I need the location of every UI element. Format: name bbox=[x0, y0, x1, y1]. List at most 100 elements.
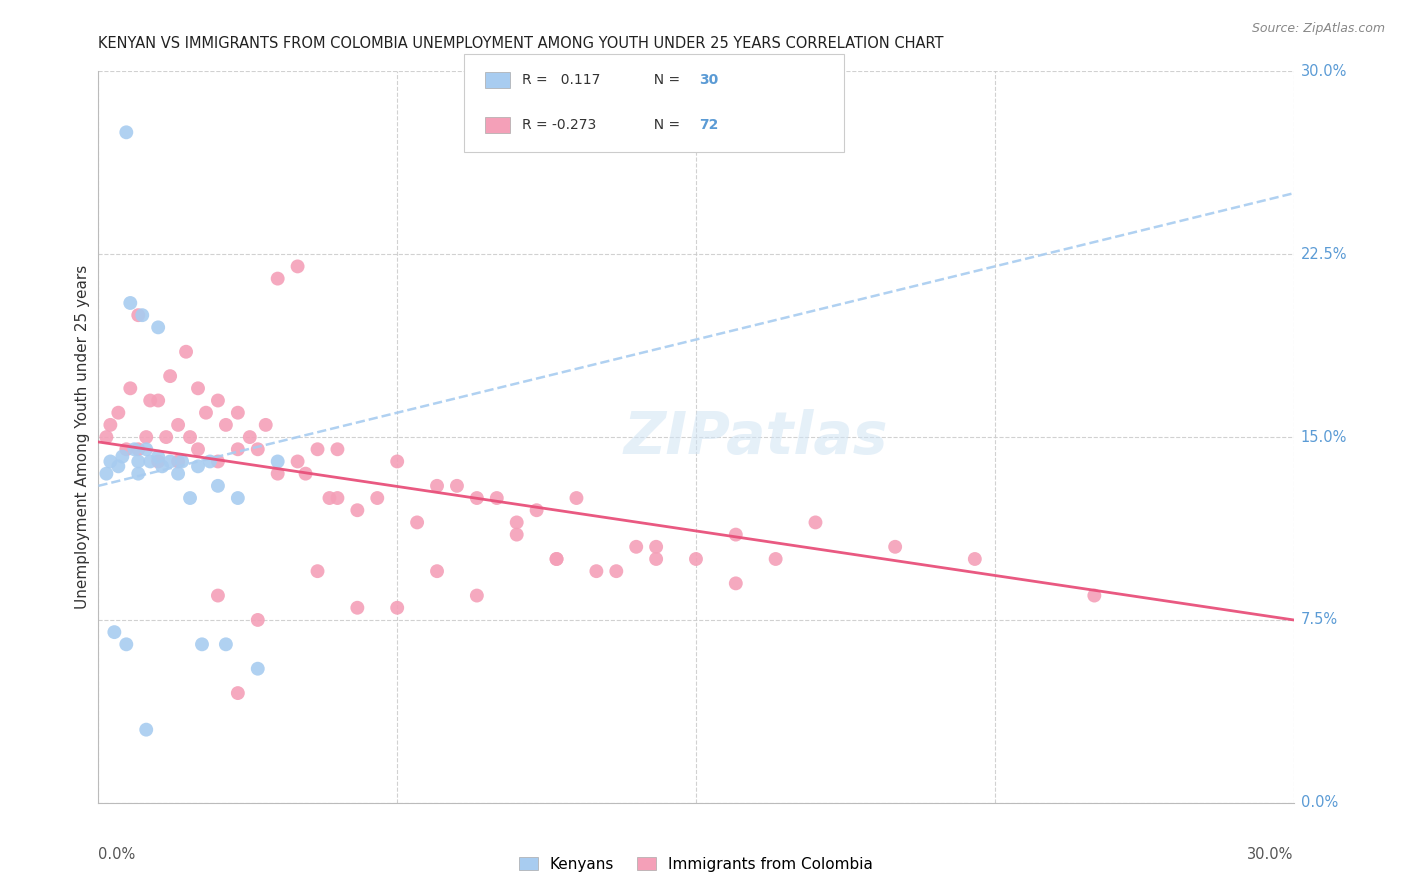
Point bbox=[465, 491, 488, 505]
Point bbox=[294, 467, 316, 481]
Point bbox=[246, 662, 269, 676]
Point bbox=[1083, 589, 1105, 603]
Point bbox=[159, 454, 181, 468]
Point bbox=[215, 637, 238, 651]
Point bbox=[174, 344, 197, 359]
Point bbox=[506, 516, 529, 530]
Point bbox=[804, 516, 827, 530]
Text: Source: ZipAtlas.com: Source: ZipAtlas.com bbox=[1251, 22, 1385, 36]
Point bbox=[765, 552, 787, 566]
Text: 7.5%: 7.5% bbox=[1301, 613, 1337, 627]
Point bbox=[287, 260, 309, 274]
Text: R =   0.117: R = 0.117 bbox=[522, 73, 600, 87]
Point bbox=[115, 125, 138, 139]
Point bbox=[385, 454, 409, 468]
Point bbox=[207, 479, 229, 493]
Text: R = -0.273: R = -0.273 bbox=[522, 118, 596, 132]
Point bbox=[179, 491, 201, 505]
Point bbox=[195, 406, 218, 420]
Point bbox=[267, 467, 290, 481]
Point bbox=[172, 454, 194, 468]
Point bbox=[150, 459, 173, 474]
Point bbox=[127, 308, 149, 322]
Point bbox=[167, 454, 190, 468]
Point bbox=[685, 552, 707, 566]
Point bbox=[645, 552, 668, 566]
Point bbox=[884, 540, 907, 554]
Point bbox=[187, 459, 209, 474]
Point bbox=[446, 479, 468, 493]
Point bbox=[167, 417, 190, 432]
Point bbox=[346, 600, 368, 615]
Point bbox=[135, 723, 157, 737]
Point bbox=[724, 576, 747, 591]
Point bbox=[107, 406, 129, 420]
Point bbox=[326, 491, 349, 505]
Point bbox=[111, 450, 134, 464]
Point bbox=[565, 491, 588, 505]
Text: KENYAN VS IMMIGRANTS FROM COLOMBIA UNEMPLOYMENT AMONG YOUTH UNDER 25 YEARS CORRE: KENYAN VS IMMIGRANTS FROM COLOMBIA UNEMP… bbox=[98, 36, 943, 51]
Legend: Kenyans, Immigrants from Colombia: Kenyans, Immigrants from Colombia bbox=[512, 849, 880, 880]
Point bbox=[645, 540, 668, 554]
Point bbox=[103, 625, 125, 640]
Point bbox=[465, 589, 488, 603]
Text: 0.0%: 0.0% bbox=[1301, 796, 1337, 810]
Text: ZIPatlas: ZIPatlas bbox=[623, 409, 889, 466]
Point bbox=[179, 430, 201, 444]
Point bbox=[226, 686, 249, 700]
Point bbox=[624, 540, 647, 554]
Point bbox=[135, 430, 157, 444]
Text: 15.0%: 15.0% bbox=[1301, 430, 1347, 444]
Point bbox=[546, 552, 568, 566]
Point bbox=[526, 503, 548, 517]
Point bbox=[267, 454, 290, 468]
Point bbox=[159, 369, 181, 384]
Text: 30.0%: 30.0% bbox=[1301, 64, 1347, 78]
Point bbox=[198, 454, 221, 468]
Point bbox=[215, 417, 238, 432]
Point bbox=[346, 503, 368, 517]
Point bbox=[506, 527, 529, 541]
Point bbox=[98, 417, 122, 432]
Text: 0.0%: 0.0% bbox=[98, 847, 135, 862]
Point bbox=[124, 442, 146, 457]
Point bbox=[226, 442, 249, 457]
Point bbox=[191, 637, 214, 651]
Point bbox=[120, 381, 142, 395]
Text: 30.0%: 30.0% bbox=[1247, 847, 1294, 862]
Point bbox=[307, 442, 329, 457]
Point bbox=[139, 454, 162, 468]
Point bbox=[366, 491, 388, 505]
Text: 30: 30 bbox=[699, 73, 718, 87]
Point bbox=[96, 467, 118, 481]
Point bbox=[207, 393, 229, 408]
Point bbox=[287, 454, 309, 468]
Point bbox=[426, 564, 449, 578]
Point bbox=[226, 406, 249, 420]
Point bbox=[326, 442, 349, 457]
Point bbox=[127, 454, 149, 468]
Point bbox=[239, 430, 262, 444]
Point bbox=[485, 491, 508, 505]
Point bbox=[546, 552, 568, 566]
Point bbox=[98, 454, 122, 468]
Point bbox=[127, 442, 149, 457]
Point bbox=[96, 430, 118, 444]
Text: 72: 72 bbox=[699, 118, 718, 132]
Point bbox=[148, 454, 170, 468]
Point bbox=[187, 381, 209, 395]
Y-axis label: Unemployment Among Youth under 25 years: Unemployment Among Youth under 25 years bbox=[75, 265, 90, 609]
Point bbox=[207, 589, 229, 603]
Point bbox=[963, 552, 986, 566]
Point bbox=[246, 442, 269, 457]
Point bbox=[207, 454, 229, 468]
Point bbox=[131, 308, 153, 322]
Point bbox=[148, 393, 170, 408]
Point bbox=[226, 491, 249, 505]
Point bbox=[120, 296, 142, 310]
Point bbox=[148, 450, 170, 464]
Point bbox=[246, 613, 269, 627]
Point bbox=[724, 527, 747, 541]
Point bbox=[267, 271, 290, 285]
Point bbox=[107, 459, 129, 474]
